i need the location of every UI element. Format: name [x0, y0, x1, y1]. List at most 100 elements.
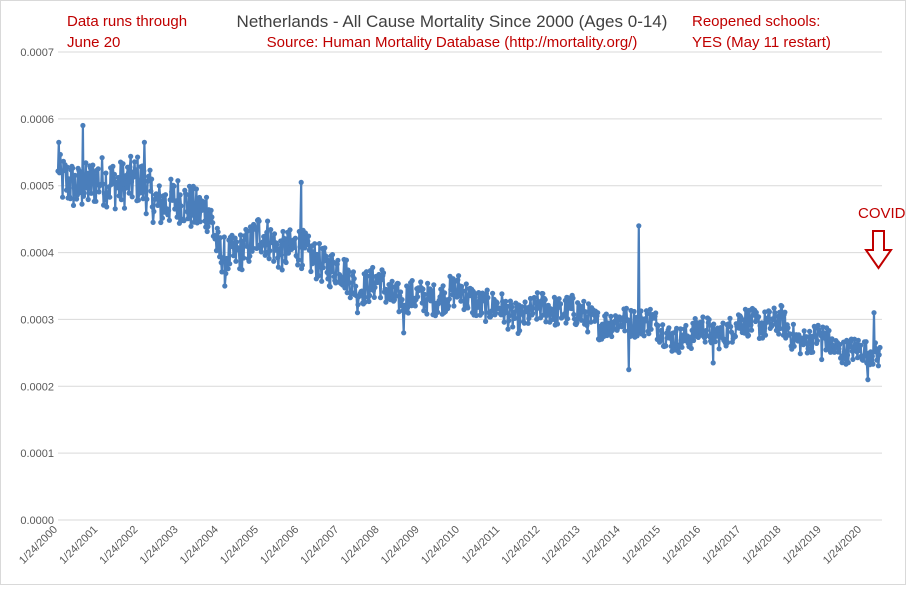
- data-point: [261, 233, 268, 239]
- data-point: [340, 276, 346, 282]
- data-point: [653, 310, 659, 316]
- chart-title: Netherlands - All Cause Mortality Since …: [237, 12, 668, 31]
- data-point: [263, 242, 269, 248]
- data-point: [631, 308, 637, 315]
- data-point: [89, 178, 95, 184]
- y-tick-label: 0.0000: [20, 515, 54, 527]
- data-point: [401, 330, 407, 336]
- data-point: [325, 276, 331, 282]
- data-point: [775, 313, 781, 320]
- data-point: [320, 265, 326, 271]
- data-point: [254, 245, 260, 251]
- data-point: [463, 281, 469, 287]
- data-point: [505, 326, 511, 332]
- data-point: [219, 269, 225, 275]
- data-point: [647, 322, 653, 328]
- data-point: [246, 258, 252, 264]
- data-point: [571, 316, 578, 322]
- data-point: [699, 319, 705, 325]
- data-point: [173, 198, 179, 204]
- data-point: [753, 309, 759, 316]
- data-point: [111, 175, 117, 182]
- data-point: [346, 280, 353, 286]
- data-point: [344, 290, 350, 296]
- data-point: [599, 321, 606, 327]
- gridlines: [58, 51, 882, 521]
- data-point: [633, 325, 639, 331]
- data-point: [156, 183, 162, 189]
- data-point: [149, 176, 155, 182]
- data-point: [96, 189, 102, 195]
- data-point: [265, 218, 271, 224]
- data-point: [473, 312, 479, 319]
- data-point: [703, 328, 709, 334]
- data-point: [135, 197, 141, 203]
- data-point: [711, 321, 717, 327]
- data-point: [322, 245, 328, 251]
- data-point: [205, 224, 211, 230]
- data-point: [165, 212, 171, 218]
- data-point: [422, 303, 428, 309]
- data-point: [404, 305, 411, 311]
- data-point: [415, 294, 421, 300]
- data-point: [283, 259, 289, 266]
- data-point: [525, 320, 531, 326]
- data-point: [144, 196, 150, 202]
- data-point: [237, 232, 244, 238]
- data-point: [79, 201, 85, 207]
- data-point: [148, 188, 154, 194]
- data-point: [771, 305, 777, 311]
- data-point: [175, 178, 181, 184]
- data-point: [384, 287, 390, 293]
- data-point: [57, 151, 63, 158]
- data-point: [475, 304, 481, 310]
- data-point: [56, 139, 62, 145]
- data-point: [363, 269, 370, 275]
- data-point: [869, 353, 875, 359]
- data-point: [169, 189, 175, 195]
- data-point: [128, 179, 135, 185]
- data-point: [178, 203, 184, 209]
- data-point: [104, 204, 110, 210]
- data-point: [822, 335, 828, 341]
- data-point: [496, 306, 503, 312]
- data-point: [691, 337, 697, 344]
- data-point: [88, 190, 94, 196]
- covid-arrow-icon: [864, 230, 893, 270]
- data-point: [728, 329, 735, 335]
- data-point: [329, 252, 336, 258]
- data-point: [227, 261, 233, 267]
- data-point: [607, 323, 613, 329]
- data-point: [442, 290, 448, 296]
- data-point: [752, 318, 759, 325]
- data-point: [677, 326, 684, 332]
- data-point: [871, 310, 877, 316]
- data-point: [810, 349, 816, 355]
- data-point: [174, 214, 180, 220]
- data-point: [863, 339, 869, 345]
- data-point: [688, 345, 694, 351]
- data-point: [124, 185, 130, 191]
- data-point: [172, 206, 178, 212]
- data-point: [215, 229, 221, 235]
- data-point: [129, 194, 135, 200]
- data-point: [90, 162, 96, 168]
- data-point: [490, 290, 496, 296]
- data-point: [355, 302, 361, 308]
- data-point: [342, 285, 348, 291]
- data-point: [776, 331, 782, 337]
- data-point: [282, 236, 288, 242]
- data-point: [462, 298, 469, 304]
- data-point: [372, 284, 378, 290]
- data-point: [424, 311, 430, 317]
- data-point: [542, 297, 548, 303]
- data-point: [225, 266, 231, 272]
- data-point: [456, 273, 462, 279]
- data-point: [644, 311, 650, 317]
- data-point: [310, 249, 316, 255]
- data-point: [363, 283, 369, 290]
- data-point: [725, 339, 731, 346]
- data-point: [609, 333, 615, 340]
- data-point: [782, 309, 788, 315]
- data-point: [409, 278, 415, 284]
